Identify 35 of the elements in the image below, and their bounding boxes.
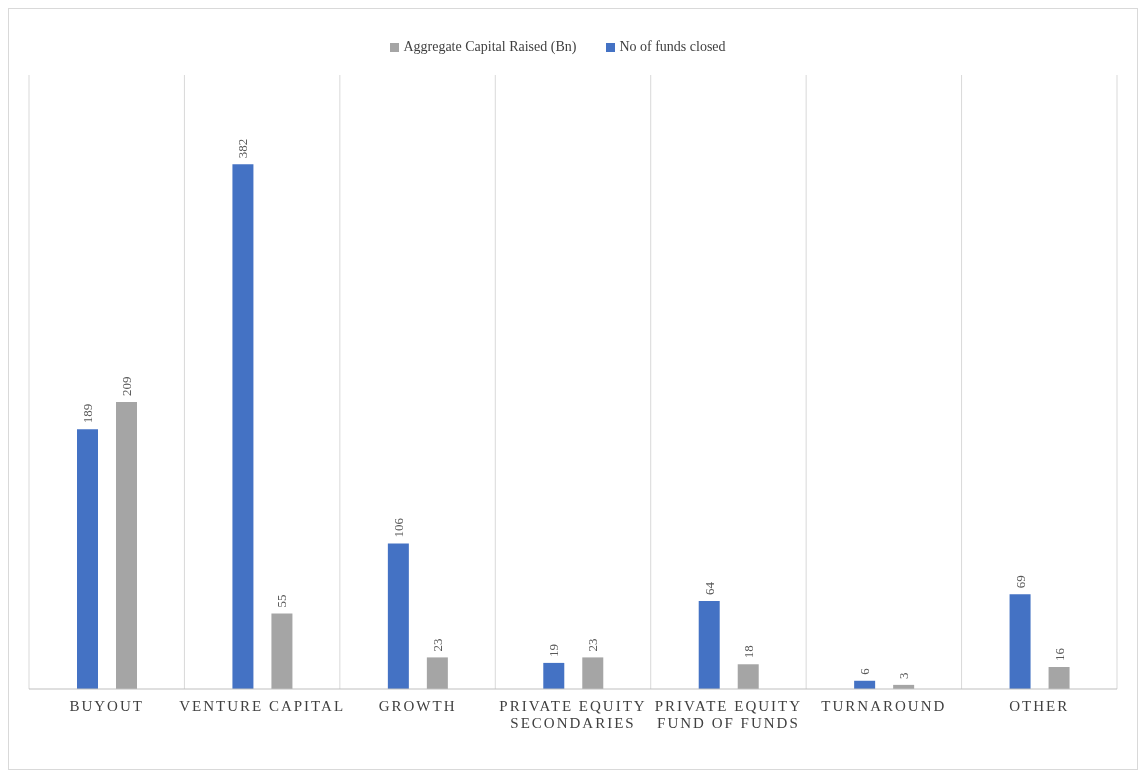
x-tick-label: GROWTH — [378, 698, 457, 714]
x-tick-label: PRIVATE EQUITY FUND OF FUNDS — [654, 698, 803, 731]
data-label: 382 — [235, 138, 251, 159]
data-label: 18 — [740, 645, 756, 659]
bar — [1009, 594, 1031, 689]
data-label: 64 — [701, 581, 717, 596]
data-label: 16 — [1051, 647, 1067, 662]
legend-label: No of funds closed — [619, 39, 726, 54]
bar — [232, 164, 254, 689]
x-tick-label: PRIVATE EQUITY SECONDARIES — [499, 698, 647, 731]
bar — [737, 664, 759, 689]
data-label: 3 — [896, 672, 912, 679]
x-tick-label: OTHER — [1009, 698, 1070, 714]
legend-label: Aggregate Capital Raised (Bn) — [403, 39, 577, 54]
bar — [116, 401, 137, 689]
bar — [426, 657, 448, 689]
x-tick-label: VENTURE CAPITAL — [179, 698, 346, 714]
data-label: 106 — [390, 517, 406, 538]
data-label: 23 — [585, 638, 601, 652]
bar — [387, 543, 409, 689]
bar — [698, 601, 720, 689]
bar — [77, 429, 98, 689]
bar — [271, 613, 293, 689]
bar — [582, 657, 604, 689]
bar — [1048, 667, 1070, 689]
data-label: 23 — [429, 638, 445, 652]
x-tick-label: TURNAROUND — [821, 698, 947, 714]
data-label: 6 — [857, 667, 873, 675]
data-label: 209 — [119, 376, 134, 396]
data-label: 189 — [80, 403, 95, 424]
x-tick-label: BUYOUT — [69, 698, 144, 714]
data-label: 69 — [1012, 575, 1028, 589]
data-label: 55 — [274, 594, 290, 608]
bar — [543, 662, 565, 689]
data-label: 19 — [546, 643, 562, 657]
